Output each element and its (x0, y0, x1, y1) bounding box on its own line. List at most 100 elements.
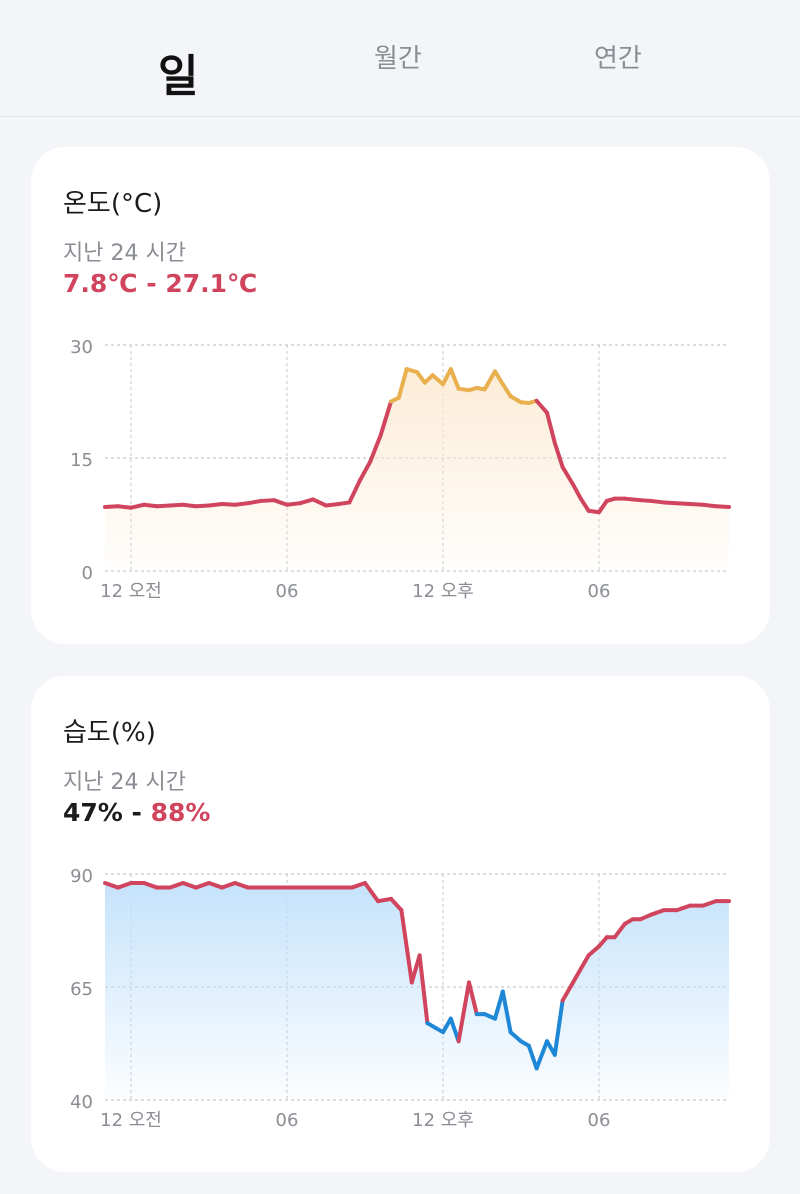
series-segment (560, 465, 575, 487)
series-segment (456, 980, 471, 1044)
series-segment (298, 497, 315, 506)
series-segment (571, 966, 583, 985)
series-segment (399, 908, 414, 985)
tab-monthly[interactable]: 월간 (374, 44, 422, 74)
series-segment (675, 501, 692, 506)
humidity-range-separator: - (122, 798, 151, 827)
temperature-subtitle: 지난 24 시간 (63, 241, 186, 266)
series-segment (534, 398, 549, 415)
series-segment (578, 953, 591, 971)
x-tick-label: 12 오후 (412, 1110, 474, 1131)
series-segment (378, 399, 393, 438)
series-segment (194, 881, 211, 890)
series-segment (347, 478, 362, 505)
humidity-range-max: 88% (150, 798, 211, 827)
series-segment (181, 502, 198, 509)
humidity-chart[interactable]: 90 65 40 12 오전 06 12 오후 06 (31, 676, 770, 1172)
series-segment (415, 370, 427, 385)
series-segment (552, 440, 565, 470)
series-segment (493, 369, 505, 387)
y-tick-label: 65 (70, 979, 93, 1000)
series-segment (508, 1030, 523, 1044)
series-segment (448, 367, 461, 391)
x-tick-label: 06 (276, 1110, 299, 1131)
series-segment (526, 1043, 539, 1071)
period-tabs: 일 월간 연간 (0, 0, 800, 117)
series-segment (168, 502, 185, 508)
y-tick-label: 0 (82, 563, 93, 584)
series-segment (662, 500, 679, 506)
series-segment (324, 501, 341, 508)
y-tick-label: 90 (70, 866, 93, 887)
series-segment (571, 482, 583, 501)
temperature-card[interactable]: 온도(°C) 지난 24 시간 7.8℃ - 27.1℃ 30 15 0 12 오전 0… (31, 147, 770, 644)
series-segment (129, 502, 146, 510)
series-segment (441, 367, 453, 387)
series-segment (116, 881, 133, 890)
temperature-range: 7.8℃ - 27.1℃ (63, 269, 258, 298)
series-segment (534, 1039, 549, 1071)
series-segment (363, 881, 380, 904)
x-tick-label: 06 (276, 581, 299, 602)
x-tick-label: 12 오전 (100, 1110, 162, 1131)
series-segment (612, 921, 627, 940)
humidity-card[interactable]: 습도(%) 지난 24 시간 47% - 88% 90 65 40 12 오전 06 12… (31, 676, 770, 1172)
x-tick-label: 12 오전 (100, 581, 162, 602)
series-segment (376, 896, 393, 904)
series-segment (233, 501, 250, 507)
series-segment (560, 980, 575, 1003)
humidity-title: 습도(%) (63, 718, 156, 748)
series-segment (417, 953, 430, 1026)
series-segment (552, 998, 565, 1057)
series-segment (233, 881, 250, 890)
series-segment (194, 503, 211, 509)
series-segment (350, 881, 367, 890)
series-segment (116, 504, 133, 510)
x-tick-label: 06 (588, 1110, 611, 1131)
temperature-chart[interactable]: 30 15 0 12 오전 06 12 오후 06 (31, 147, 770, 644)
humidity-range: 47% - 88% (63, 798, 210, 827)
x-tick-label: 12 오후 (412, 581, 474, 602)
series-segment (430, 373, 445, 387)
y-tick-label: 40 (70, 1092, 93, 1113)
series-segment (181, 881, 198, 890)
x-tick-label: 06 (588, 581, 611, 602)
series-segment (246, 498, 263, 506)
series-segment (500, 382, 513, 399)
series-segment (220, 501, 237, 507)
series-segment (272, 498, 289, 507)
series-segment (103, 881, 120, 890)
series-segment (285, 501, 302, 507)
series-segment (508, 394, 523, 405)
series-segment (649, 908, 666, 917)
series-segment (578, 496, 591, 513)
series-segment (396, 367, 409, 400)
series-segment (545, 410, 557, 445)
series-segment (168, 881, 185, 890)
series-segment (220, 881, 237, 890)
series-segment (259, 498, 276, 503)
humidity-range-min: 47% (63, 798, 123, 827)
series-segment (701, 899, 718, 908)
series-segment (207, 501, 224, 508)
series-segment (701, 502, 718, 509)
series-segment (482, 369, 497, 392)
series-segment (389, 896, 404, 913)
series-segment (155, 503, 172, 509)
humidity-subtitle: 지난 24 시간 (63, 770, 186, 795)
series-segment (311, 497, 328, 508)
series-segment (142, 502, 159, 509)
series-segment (649, 498, 666, 505)
series-segment (688, 501, 705, 507)
y-tick-label: 30 (70, 337, 93, 358)
temperature-title: 온도(°C) (63, 189, 163, 219)
series-area (105, 883, 729, 1100)
series-segment (207, 881, 224, 890)
series-segment (675, 903, 692, 913)
series-segment (500, 989, 513, 1035)
tab-day[interactable]: 일 (158, 51, 199, 102)
tab-yearly[interactable]: 연간 (594, 44, 642, 74)
series-segment (368, 433, 383, 464)
series-segment (357, 459, 373, 483)
series-segment (493, 989, 505, 1021)
